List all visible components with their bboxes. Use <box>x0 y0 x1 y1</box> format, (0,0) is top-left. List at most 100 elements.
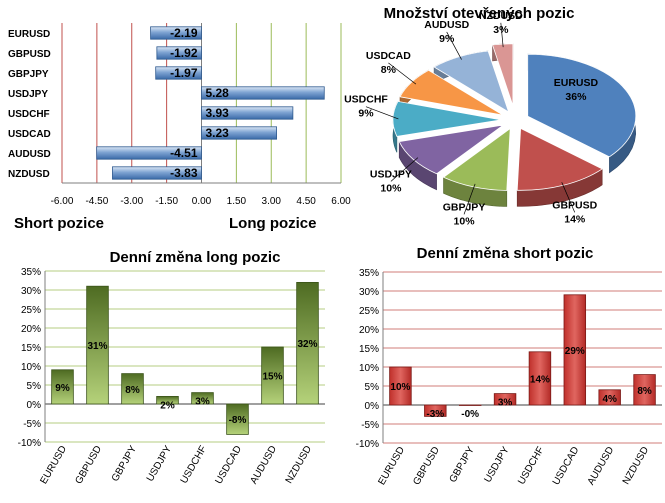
bar-value-label: 9% <box>55 383 70 394</box>
category-label: AUDUSD <box>8 149 51 160</box>
change-bar <box>156 395 179 405</box>
short-change-bars <box>389 294 656 417</box>
y-tick-label: 25% <box>21 305 41 316</box>
pie-slice-value: 10% <box>380 182 402 194</box>
category-label: USDCHF <box>516 445 546 487</box>
x-tick-label: 1.50 <box>227 196 247 207</box>
category-label: NZDUSD <box>8 169 50 180</box>
category-label: USDJPY <box>482 445 511 485</box>
y-tick-label: -10% <box>356 439 379 450</box>
change-bar <box>191 392 214 405</box>
change-bar <box>493 393 517 406</box>
change-bar <box>563 294 587 406</box>
change-bar <box>458 404 482 406</box>
bar-value-label: -8% <box>229 415 247 426</box>
pie-slices <box>392 43 637 191</box>
y-tick-label: 30% <box>359 287 379 298</box>
y-tick-label: 25% <box>359 306 379 317</box>
pie-chart-title: Množství otevřených pozic <box>384 5 575 22</box>
long-positions-label: Long pozice <box>229 215 317 232</box>
bar-value-label: 8% <box>637 386 652 397</box>
pie-slice-value: 14% <box>564 213 586 225</box>
positions-bar-chart: -2.19 -1.92 -1.97 5.28 3.93 3.23 -4.51 -3.83 EU… <box>8 23 351 232</box>
bar-value-label: 15% <box>262 372 282 383</box>
change-bar <box>389 366 412 406</box>
y-tick-label: 35% <box>359 268 379 279</box>
y-tick-label: 0% <box>365 401 380 412</box>
category-label: EURUSD <box>38 444 69 486</box>
bar-value-label: -0% <box>461 409 479 420</box>
positions-bars: -2.19 -1.92 -1.97 5.28 3.93 3.23 -4.51 -3.83 <box>96 26 325 180</box>
pie-leader-line <box>561 182 576 213</box>
x-tick-label: -3.00 <box>120 196 143 207</box>
change-bar <box>598 389 621 406</box>
pie-leader-line <box>500 22 504 48</box>
bar-value-label: -1.97 <box>170 66 198 80</box>
bar-value-label: 3% <box>498 398 513 409</box>
bar-value-label: 8% <box>125 385 140 396</box>
change-bar <box>528 351 552 406</box>
category-label: USDCHF <box>179 444 209 486</box>
pie-slice-value: 9% <box>358 108 374 120</box>
bar-value-label: 31% <box>87 341 107 352</box>
bar-value-label: 32% <box>297 339 317 350</box>
pie-leader-lines <box>365 22 576 215</box>
open-positions-pie-chart: Množství otevřených pozic EURUSD 36% GBPUS… <box>344 5 637 227</box>
bar-value-label: 5.28 <box>206 86 230 100</box>
category-label: GBPUSD <box>8 49 51 60</box>
category-label: USDCHF <box>8 109 50 120</box>
change-bar <box>633 374 656 406</box>
change-bar <box>51 369 74 405</box>
category-label: EURUSD <box>8 29 50 40</box>
y-tick-label: 10% <box>359 363 379 374</box>
x-tick-label: 6.00 <box>331 196 351 207</box>
bar-value-label: -3.83 <box>170 166 198 180</box>
short-change-title: Denní změna short pozic <box>417 245 594 262</box>
position-bar <box>201 106 294 120</box>
category-label: NZDUSD <box>284 444 314 486</box>
bar-value-label: -1.92 <box>170 46 198 60</box>
category-label: USDCAD <box>8 129 51 140</box>
position-bar <box>112 166 202 180</box>
pie-slice-value: 3% <box>493 24 509 36</box>
x-tick-label: 3.00 <box>262 196 282 207</box>
y-tick-label: 15% <box>21 343 41 354</box>
change-bar <box>226 403 249 435</box>
pie-slice-name: GBPJPY <box>443 201 486 213</box>
pie-slice-value: 8% <box>381 64 397 76</box>
pie-leader-line <box>463 183 476 215</box>
bar-value-label: 4% <box>602 394 617 405</box>
change-bar <box>296 281 319 405</box>
category-label: NZDUSD <box>621 445 651 487</box>
y-tick-label: -5% <box>23 419 41 430</box>
pie-slice <box>527 53 637 158</box>
category-label: EURUSD <box>376 445 407 487</box>
pie-slice-name: AUDUSD <box>424 19 469 31</box>
position-bar <box>155 66 202 80</box>
pie-leader-line <box>388 62 417 85</box>
pie-slice <box>399 69 504 116</box>
y-tick-label: 10% <box>21 362 41 373</box>
bar-value-label: -3% <box>426 409 444 420</box>
change-bar <box>121 373 144 405</box>
change-bar <box>424 404 447 417</box>
category-label: USDJPY <box>8 89 48 100</box>
short-change-bar-chart: Denní změna short pozic -10% -5% 0% 5% 10% 15… <box>356 245 662 487</box>
long-change-title: Denní změna long pozic <box>110 249 281 266</box>
bar-value-label: 29% <box>565 346 585 357</box>
bar-value-label: 14% <box>530 374 550 385</box>
x-tick-label: 4.50 <box>296 196 316 207</box>
pie-slice-value: 36% <box>565 91 587 103</box>
pie-slice-name: USDJPY <box>370 168 412 180</box>
pie-slice <box>442 127 511 191</box>
position-bar <box>156 46 202 60</box>
position-bar <box>201 86 325 100</box>
y-tick-label: -10% <box>18 438 41 449</box>
long-change-bars <box>51 281 319 435</box>
category-label: USDCAD <box>213 444 244 486</box>
pie-slice <box>516 127 603 191</box>
long-change-bar-chart: Denní změna long pozic -10% -5% 0% 5% 10% 15%… <box>18 249 325 486</box>
y-tick-label: -5% <box>361 420 379 431</box>
change-bar <box>261 346 284 405</box>
pie-slice-value: 10% <box>454 215 476 227</box>
